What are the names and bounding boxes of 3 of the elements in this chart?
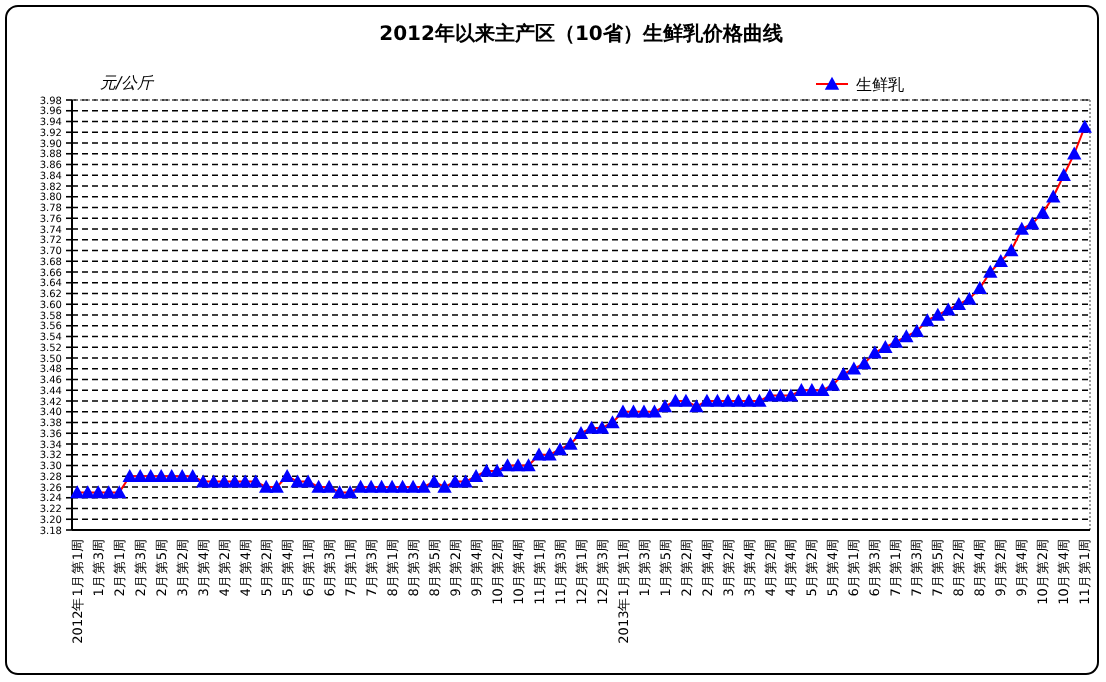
chart-title: 2012年以来主产区（10省）生鲜乳价格曲线 <box>379 22 783 46</box>
y-axis-title: 元/公斤 <box>100 74 156 92</box>
legend-label: 生鲜乳 <box>856 76 904 94</box>
